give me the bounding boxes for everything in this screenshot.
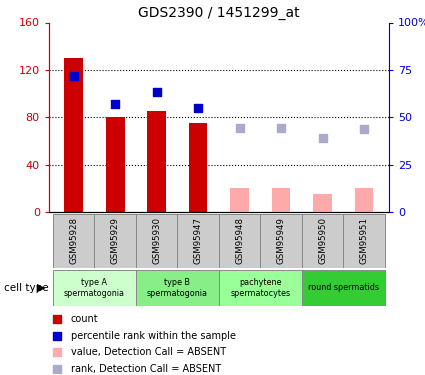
- Text: GSM95949: GSM95949: [277, 217, 286, 264]
- Point: [71, 73, 77, 79]
- Point: [54, 333, 61, 339]
- Bar: [219, 270, 302, 306]
- Text: GSM95950: GSM95950: [318, 217, 327, 264]
- Point: [360, 126, 367, 132]
- Bar: [343, 214, 385, 268]
- Point: [278, 125, 284, 131]
- Point: [319, 135, 326, 141]
- Text: GSM95928: GSM95928: [69, 217, 78, 264]
- Text: ▶: ▶: [37, 283, 45, 293]
- Bar: [272, 188, 290, 212]
- Bar: [219, 214, 261, 268]
- Text: round spermatids: round spermatids: [308, 284, 379, 292]
- Text: GSM95947: GSM95947: [194, 217, 203, 264]
- Bar: [313, 194, 332, 212]
- Bar: [355, 188, 373, 212]
- Text: GSM95929: GSM95929: [111, 217, 120, 264]
- Bar: [261, 214, 302, 268]
- Bar: [65, 58, 83, 212]
- Text: GSM95948: GSM95948: [235, 217, 244, 264]
- Point: [195, 105, 201, 111]
- Point: [54, 349, 61, 355]
- Text: count: count: [71, 314, 99, 324]
- Bar: [53, 270, 136, 306]
- Text: value, Detection Call = ABSENT: value, Detection Call = ABSENT: [71, 347, 226, 357]
- Bar: [302, 214, 343, 268]
- Text: cell type: cell type: [4, 283, 49, 293]
- Bar: [136, 270, 219, 306]
- Bar: [136, 214, 177, 268]
- Text: type A
spermatogonia: type A spermatogonia: [64, 278, 125, 297]
- Bar: [106, 117, 125, 212]
- Bar: [147, 111, 166, 212]
- Bar: [189, 123, 207, 212]
- Text: GSM95930: GSM95930: [152, 217, 161, 264]
- Point: [54, 316, 61, 322]
- Text: rank, Detection Call = ABSENT: rank, Detection Call = ABSENT: [71, 363, 221, 374]
- Text: pachytene
spermatocytes: pachytene spermatocytes: [230, 278, 290, 297]
- Point: [54, 366, 61, 372]
- Bar: [53, 214, 94, 268]
- Bar: [177, 214, 219, 268]
- Point: [236, 125, 243, 131]
- Text: percentile rank within the sample: percentile rank within the sample: [71, 331, 236, 341]
- Point: [112, 101, 119, 107]
- Bar: [230, 188, 249, 212]
- Text: type B
spermatogonia: type B spermatogonia: [147, 278, 208, 297]
- Bar: [302, 270, 385, 306]
- Bar: [94, 214, 136, 268]
- Title: GDS2390 / 1451299_at: GDS2390 / 1451299_at: [138, 6, 300, 20]
- Point: [153, 89, 160, 95]
- Text: GSM95951: GSM95951: [360, 217, 368, 264]
